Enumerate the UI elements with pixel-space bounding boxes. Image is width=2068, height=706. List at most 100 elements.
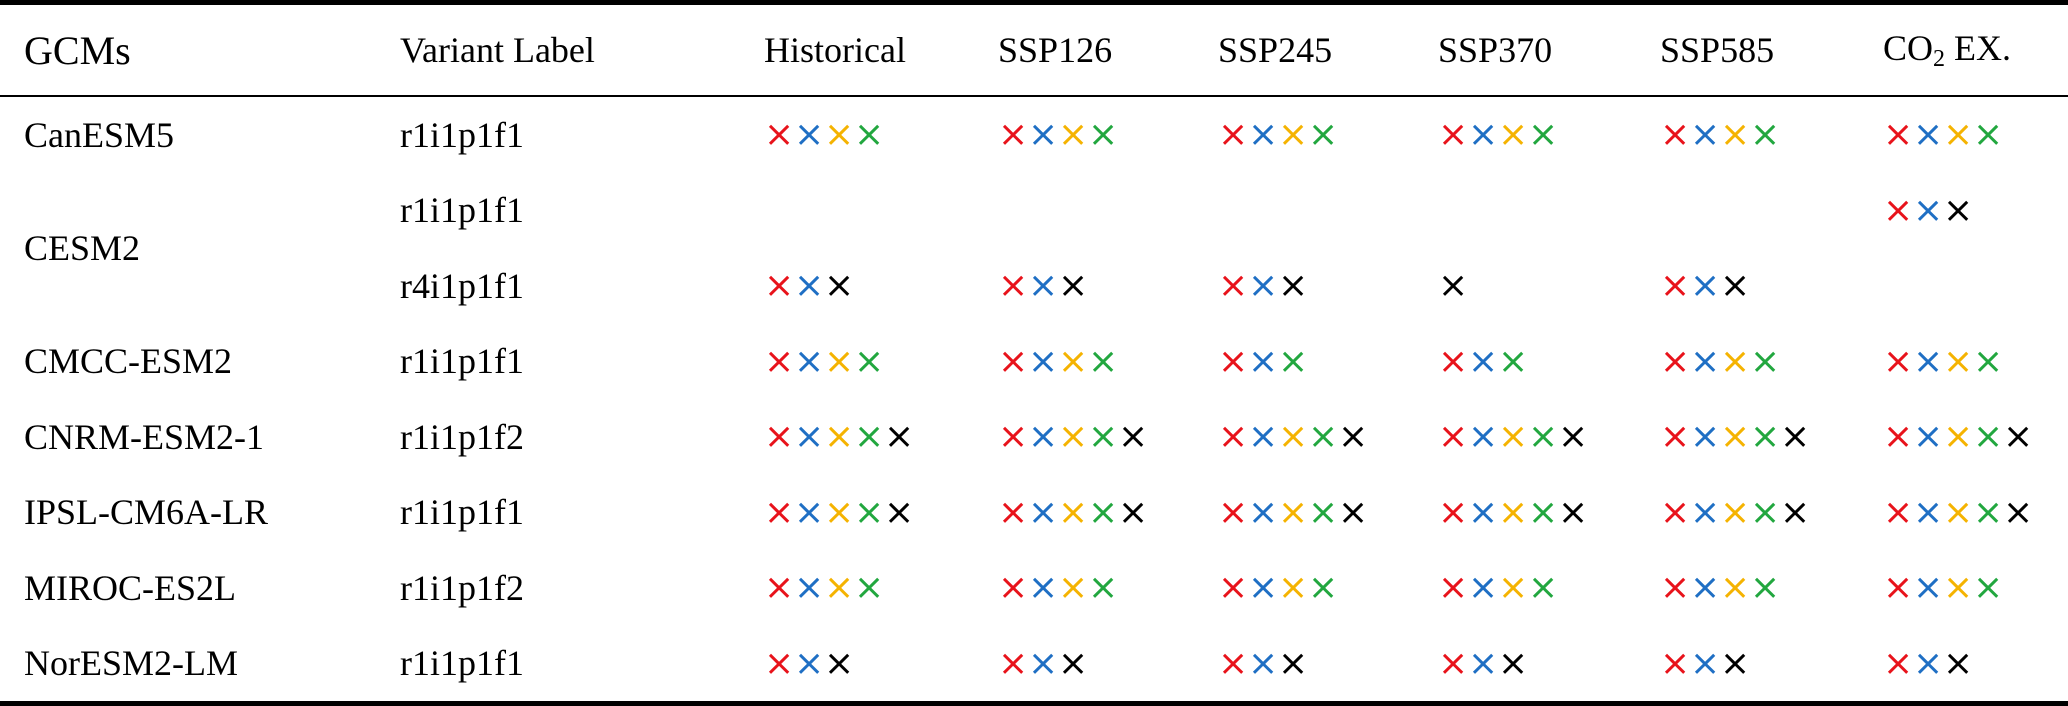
scenario-cell-historical: ×××× — [764, 550, 998, 626]
scenario-cell-ssp370: ××× — [1438, 626, 1660, 704]
cross-mark-red-icon: × — [1883, 567, 1914, 609]
cross-mark-black-icon: × — [1943, 189, 1974, 231]
scenario-cell-historical — [764, 173, 998, 249]
cross-mark-yellow-icon: × — [1278, 491, 1309, 533]
scenario-cell-ssp126: ××× — [998, 626, 1218, 704]
cross-mark-red-icon: × — [764, 265, 795, 307]
cross-mark-yellow-icon: × — [824, 114, 855, 156]
scenario-cell-ssp126: ××××× — [998, 475, 1218, 551]
cross-mark-black-icon: × — [884, 416, 915, 458]
cross-mark-green-icon: × — [1088, 114, 1119, 156]
cross-mark-red-icon: × — [998, 114, 1029, 156]
model-name-cell: CNRM-ESM2-1 — [24, 416, 265, 457]
cross-mark-blue-icon: × — [1248, 340, 1279, 382]
cross-mark-blue-icon: × — [794, 416, 825, 458]
cross-mark-red-icon: × — [764, 114, 795, 156]
scenario-cell-ssp245: ××× — [1218, 324, 1438, 400]
cross-mark-yellow-icon: × — [1498, 416, 1529, 458]
model-name-cell: CMCC-ESM2 — [24, 341, 233, 382]
cross-mark-yellow-icon: × — [1278, 416, 1309, 458]
model-name-cell: MIROC-ES2L — [24, 567, 237, 608]
model-name-cell: CESM2 — [24, 228, 141, 268]
cross-mark-green-icon: × — [1528, 416, 1559, 458]
cross-mark-red-icon: × — [764, 416, 795, 458]
cross-mark-green-icon: × — [1088, 567, 1119, 609]
cross-mark-green-icon: × — [1973, 491, 2004, 533]
cross-mark-red-icon: × — [1883, 189, 1914, 231]
header-ssp126: SSP126 — [998, 2, 1218, 97]
table-row: CESM2 r1i1p1f1 ××× — [0, 173, 2068, 268]
scenario-cell-co2-ex — [1883, 248, 2068, 324]
cross-mark-green-icon: × — [1973, 567, 2004, 609]
cross-mark-green-icon: × — [1528, 567, 1559, 609]
scenario-cell-ssp585 — [1660, 173, 1883, 249]
cross-mark-yellow-icon: × — [824, 567, 855, 609]
cross-mark-green-icon: × — [1750, 491, 1781, 533]
cross-mark-green-icon: × — [1498, 340, 1529, 382]
cross-mark-green-icon: × — [854, 114, 885, 156]
cross-mark-green-icon: × — [854, 416, 885, 458]
cross-mark-red-icon: × — [998, 491, 1029, 533]
scenario-cell-ssp585: ××× — [1660, 626, 1883, 704]
cross-mark-yellow-icon: × — [1498, 114, 1529, 156]
scenario-cell-ssp370 — [1438, 173, 1660, 249]
table-row: CMCC-ESM2 r1i1p1f1 ×××× ×××× ××× ××× ×××× ×××× — [0, 324, 2068, 400]
cross-mark-yellow-icon: × — [1058, 567, 1089, 609]
cross-mark-yellow-icon: × — [1943, 491, 1974, 533]
scenario-cell-ssp245: ××× — [1218, 626, 1438, 704]
scenario-cell-ssp245: ×××× — [1218, 96, 1438, 173]
cross-mark-yellow-icon: × — [1278, 114, 1309, 156]
cross-mark-red-icon: × — [1660, 416, 1691, 458]
cross-mark-green-icon: × — [854, 567, 885, 609]
model-name-cell: NorESM2-LM — [24, 643, 238, 684]
table-row: MIROC-ES2L r1i1p1f2 ×××× ×××× ×××× ×××× ×××× ××… — [0, 550, 2068, 626]
cross-mark-black-icon: × — [1058, 265, 1089, 307]
cross-mark-red-icon: × — [1438, 114, 1469, 156]
cross-mark-red-icon: × — [764, 642, 795, 684]
header-co2-ex: CO2 EX. — [1883, 2, 2068, 97]
cross-mark-yellow-icon: × — [1058, 416, 1089, 458]
table-row: CanESM5 r1i1p1f1 ×××× ×××× ×××× ×××× ×××× ×××× — [0, 96, 2068, 173]
cross-mark-red-icon: × — [1438, 416, 1469, 458]
cross-mark-red-icon: × — [998, 265, 1029, 307]
variant-label-cell: r1i1p1f1 — [400, 492, 524, 533]
scenario-cell-ssp370: ×××× — [1438, 550, 1660, 626]
cross-mark-green-icon: × — [1088, 416, 1119, 458]
cross-mark-blue-icon: × — [1913, 491, 1944, 533]
cross-mark-red-icon: × — [1660, 265, 1691, 307]
cross-mark-red-icon: × — [764, 491, 795, 533]
cross-mark-blue-icon: × — [1690, 416, 1721, 458]
cross-mark-blue-icon: × — [1028, 114, 1059, 156]
scenario-cell-ssp245 — [1218, 173, 1438, 249]
cross-mark-blue-icon: × — [1248, 642, 1279, 684]
cross-mark-black-icon: × — [1118, 416, 1149, 458]
cross-mark-yellow-icon: × — [1058, 491, 1089, 533]
header-row: GCMs Variant Label Historical SSP126 SSP… — [0, 2, 2068, 97]
cross-mark-blue-icon: × — [794, 491, 825, 533]
cross-mark-green-icon: × — [854, 491, 885, 533]
scenario-cell-ssp370: ×××× — [1438, 96, 1660, 173]
scenario-cell-ssp370: ××× — [1438, 324, 1660, 400]
cross-mark-blue-icon: × — [1913, 567, 1944, 609]
cross-mark-green-icon: × — [1973, 340, 2004, 382]
scenario-cell-historical: ×××× — [764, 96, 998, 173]
cross-mark-black-icon: × — [1058, 642, 1089, 684]
cross-mark-yellow-icon: × — [824, 416, 855, 458]
cross-mark-blue-icon: × — [1468, 642, 1499, 684]
scenario-cell-ssp370: ××××× — [1438, 399, 1660, 475]
variant-label-cell: r1i1p1f2 — [400, 416, 524, 457]
model-name-cell: IPSL-CM6A-LR — [24, 492, 269, 533]
variant-label-cell: r1i1p1f1 — [400, 190, 524, 231]
cross-mark-red-icon: × — [1883, 642, 1914, 684]
cross-mark-blue-icon: × — [1028, 340, 1059, 382]
cross-mark-green-icon: × — [1750, 567, 1781, 609]
table-header: GCMs Variant Label Historical SSP126 SSP… — [0, 2, 2068, 97]
scenario-cell-ssp126: ×××× — [998, 550, 1218, 626]
cross-mark-green-icon: × — [1528, 114, 1559, 156]
cross-mark-blue-icon: × — [1690, 114, 1721, 156]
scenario-cell-co2-ex: ×××× — [1883, 324, 2068, 400]
table-row: IPSL-CM6A-LR r1i1p1f1 ××××× ××××× ××××× ×××××… — [0, 475, 2068, 551]
scenario-cell-ssp126: ×××× — [998, 324, 1218, 400]
